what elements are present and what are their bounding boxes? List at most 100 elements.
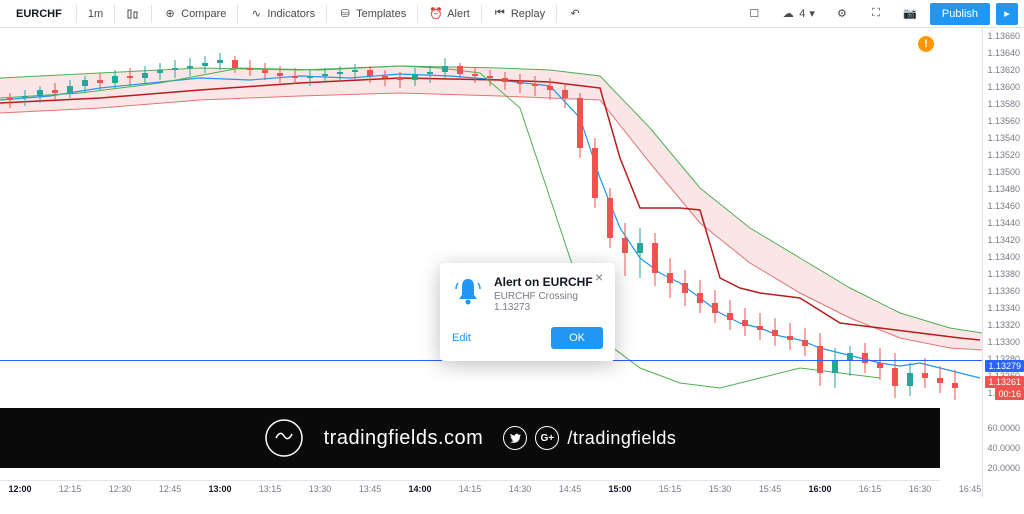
price-tick: 1.13560 xyxy=(987,116,1020,126)
separator xyxy=(326,5,327,23)
price-tick: 1.13300 xyxy=(987,337,1020,347)
idea-icon[interactable]: ! xyxy=(918,36,934,52)
sub-tick: 40.0000 xyxy=(987,443,1020,453)
indicators-label: Indicators xyxy=(267,8,315,20)
price-tick: 1.13440 xyxy=(987,218,1020,228)
symbol-button[interactable]: EURCHF xyxy=(6,5,72,23)
time-tick: 15:45 xyxy=(759,484,782,494)
play-button[interactable]: ▸ xyxy=(996,3,1018,25)
social-links: G+ /tradingfields xyxy=(503,426,676,450)
twitter-icon[interactable] xyxy=(503,426,527,450)
compare-label: Compare xyxy=(181,8,226,20)
price-tick: 1.13640 xyxy=(987,48,1020,58)
ok-button[interactable]: OK xyxy=(551,327,603,349)
templates-icon: ⛁ xyxy=(338,7,352,21)
separator xyxy=(417,5,418,23)
googleplus-icon[interactable]: G+ xyxy=(535,426,559,450)
close-icon[interactable]: × xyxy=(595,271,607,283)
time-tick: 14:30 xyxy=(509,484,532,494)
layout-button[interactable]: ☐ xyxy=(740,4,768,24)
time-tick: 16:30 xyxy=(909,484,932,494)
alert-header: Alert on EURCHF EURCHF Crossing 1.13273 xyxy=(452,275,603,313)
compare-button[interactable]: ⊕ Compare xyxy=(156,4,233,24)
price-tick: 1.13500 xyxy=(987,167,1020,177)
time-tick: 13:15 xyxy=(259,484,282,494)
time-tick: 13:00 xyxy=(208,484,231,494)
time-tick: 16:00 xyxy=(808,484,831,494)
separator xyxy=(151,5,152,23)
separator xyxy=(114,5,115,23)
price-tick: 1.13360 xyxy=(987,286,1020,296)
alert-actions: Edit OK xyxy=(452,327,603,349)
price-badge: 00:16 xyxy=(995,388,1024,400)
alert-icon: ⏰ xyxy=(429,7,443,21)
replay-button[interactable]: ⏮ Replay xyxy=(486,4,552,24)
indicators-icon: ∿ xyxy=(249,7,263,21)
cloud-button[interactable]: ☁ 4 ▾ xyxy=(774,4,822,24)
price-tick: 1.13380 xyxy=(987,269,1020,279)
separator xyxy=(556,5,557,23)
price-tick: 1.13320 xyxy=(987,320,1020,330)
replay-label: Replay xyxy=(511,8,545,20)
fullscreen-button[interactable]: ⛶ xyxy=(862,4,890,24)
time-tick: 12:15 xyxy=(59,484,82,494)
time-axis: 12:00 12:15 12:30 12:45 13:00 13:15 13:30 13:45… xyxy=(0,480,940,498)
separator xyxy=(76,5,77,23)
alert-label: Alert xyxy=(447,8,470,20)
price-axis[interactable]: 1.136601.136401.136201.136001.135801.135… xyxy=(982,28,1024,498)
layout-icon: ☐ xyxy=(747,7,761,21)
alert-popup: × Alert on EURCHF EURCHF Crossing 1.1327… xyxy=(440,263,615,361)
chevron-down-icon: ▾ xyxy=(809,7,815,20)
sub-tick: 60.0000 xyxy=(987,423,1020,433)
plus-icon: ⊕ xyxy=(163,7,177,21)
cloud-count: 4 xyxy=(799,8,805,20)
publish-button[interactable]: Publish xyxy=(930,3,990,25)
snapshot-button[interactable]: 📷 xyxy=(896,4,924,24)
replay-icon: ⏮ xyxy=(493,7,507,21)
undo-icon: ↶ xyxy=(568,7,582,21)
main-toolbar: EURCHF 1m ⊕ Compare ∿ Indicators ⛁Template… xyxy=(0,0,1024,28)
time-tick: 13:30 xyxy=(309,484,332,494)
separator xyxy=(481,5,482,23)
price-tick: 1.13480 xyxy=(987,184,1020,194)
edit-button[interactable]: Edit xyxy=(452,332,471,344)
undo-button[interactable]: ↶ xyxy=(561,4,589,24)
sub-tick: 20.0000 xyxy=(987,463,1020,473)
time-tick: 14:45 xyxy=(559,484,582,494)
time-tick: 16:45 xyxy=(959,484,982,494)
price-badge: 1.13261 xyxy=(985,376,1024,388)
interval-button[interactable]: 1m xyxy=(81,5,110,23)
price-tick: 1.13400 xyxy=(987,252,1020,262)
camera-icon: 📷 xyxy=(903,7,917,21)
bell-icon xyxy=(452,275,484,307)
time-tick: 16:15 xyxy=(859,484,882,494)
price-tick: 1.13520 xyxy=(987,150,1020,160)
price-tick: 1.13620 xyxy=(987,65,1020,75)
chart-main[interactable]: ! tradingfields.com G+ /tradingfields × xyxy=(0,28,982,498)
templates-button[interactable]: ⛁Templates xyxy=(331,4,413,24)
time-tick: 12:00 xyxy=(8,484,31,494)
price-tick: 1.13580 xyxy=(987,99,1020,109)
toolbar-right: ☐ ☁ 4 ▾ ⚙ ⛶ 📷 Publish ▸ xyxy=(740,3,1018,25)
settings-button[interactable]: ⚙ xyxy=(828,4,856,24)
time-tick: 15:15 xyxy=(659,484,682,494)
time-tick: 14:00 xyxy=(408,484,431,494)
cloud-icon: ☁ xyxy=(781,7,795,21)
price-tick: 1.13420 xyxy=(987,235,1020,245)
separator xyxy=(237,5,238,23)
time-tick: 15:00 xyxy=(608,484,631,494)
fullscreen-icon: ⛶ xyxy=(869,7,883,21)
banner-site: tradingfields.com xyxy=(324,427,484,450)
price-tick: 1.13340 xyxy=(987,303,1020,313)
toolbar-left: EURCHF 1m ⊕ Compare ∿ Indicators ⛁Template… xyxy=(6,4,738,24)
alert-button[interactable]: ⏰ Alert xyxy=(422,4,477,24)
time-tick: 12:30 xyxy=(109,484,132,494)
time-tick: 13:45 xyxy=(359,484,382,494)
chart-style-button[interactable] xyxy=(119,4,147,24)
logo-icon xyxy=(264,418,304,458)
indicators-button[interactable]: ∿ Indicators xyxy=(242,4,322,24)
play-icon: ▸ xyxy=(1004,7,1010,20)
time-tick: 12:45 xyxy=(159,484,182,494)
alert-title: Alert on EURCHF xyxy=(494,275,603,289)
footer-banner: tradingfields.com G+ /tradingfields xyxy=(0,408,940,468)
